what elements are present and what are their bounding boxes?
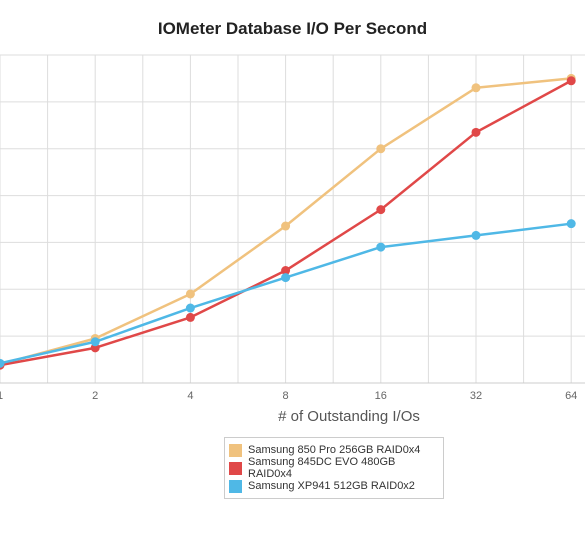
x-tick-label: 64 bbox=[565, 390, 577, 402]
data-point[interactable] bbox=[376, 144, 386, 154]
legend-item[interactable]: Samsung XP941 512GB RAID0x2 bbox=[229, 477, 437, 495]
data-point[interactable] bbox=[471, 230, 481, 240]
data-point[interactable] bbox=[566, 76, 576, 86]
x-tick-label: 2 bbox=[92, 390, 98, 402]
data-point[interactable] bbox=[185, 312, 195, 322]
x-tick-label: 32 bbox=[470, 390, 482, 402]
data-point[interactable] bbox=[185, 303, 195, 313]
x-tick-label: 16 bbox=[375, 390, 387, 402]
legend-item[interactable]: Samsung 850 Pro 256GB RAID0x4 bbox=[229, 441, 437, 459]
grid-layer bbox=[0, 54, 585, 384]
legend-item[interactable]: Samsung 845DC EVO 480GB RAID0x4 bbox=[229, 456, 437, 480]
x-axis-title: # of Outstanding I/Os bbox=[278, 408, 420, 425]
legend-label: Samsung 845DC EVO 480GB RAID0x4 bbox=[248, 456, 396, 480]
data-point[interactable] bbox=[281, 273, 291, 283]
legend-label: Samsung XP941 512GB RAID0x2 bbox=[248, 480, 415, 492]
chart-title: IOMeter Database I/O Per Second bbox=[157, 19, 428, 38]
data-point[interactable] bbox=[376, 205, 386, 215]
legend-swatch bbox=[229, 461, 242, 475]
series-layer bbox=[0, 73, 576, 370]
legend-swatch bbox=[229, 479, 242, 493]
data-point[interactable] bbox=[471, 83, 481, 93]
data-point[interactable] bbox=[376, 242, 386, 252]
data-point[interactable] bbox=[566, 219, 576, 229]
legend: Samsung 850 Pro 256GB RAID0x4 Samsung 845… bbox=[224, 437, 444, 499]
x-tick-label: 1 bbox=[0, 390, 3, 402]
x-tick-labels: 1 2 4 8 16 32 64 bbox=[0, 390, 577, 402]
data-point[interactable] bbox=[0, 358, 5, 368]
data-point[interactable] bbox=[281, 266, 291, 276]
legend-label: Samsung 850 Pro 256GB RAID0x4 bbox=[248, 444, 421, 456]
data-point[interactable] bbox=[90, 337, 100, 347]
data-point[interactable] bbox=[281, 221, 291, 231]
legend-swatch bbox=[229, 443, 242, 457]
x-tick-label: 8 bbox=[283, 390, 289, 402]
data-point[interactable] bbox=[471, 127, 481, 137]
data-point[interactable] bbox=[185, 289, 195, 299]
x-tick-label: 4 bbox=[187, 390, 193, 402]
